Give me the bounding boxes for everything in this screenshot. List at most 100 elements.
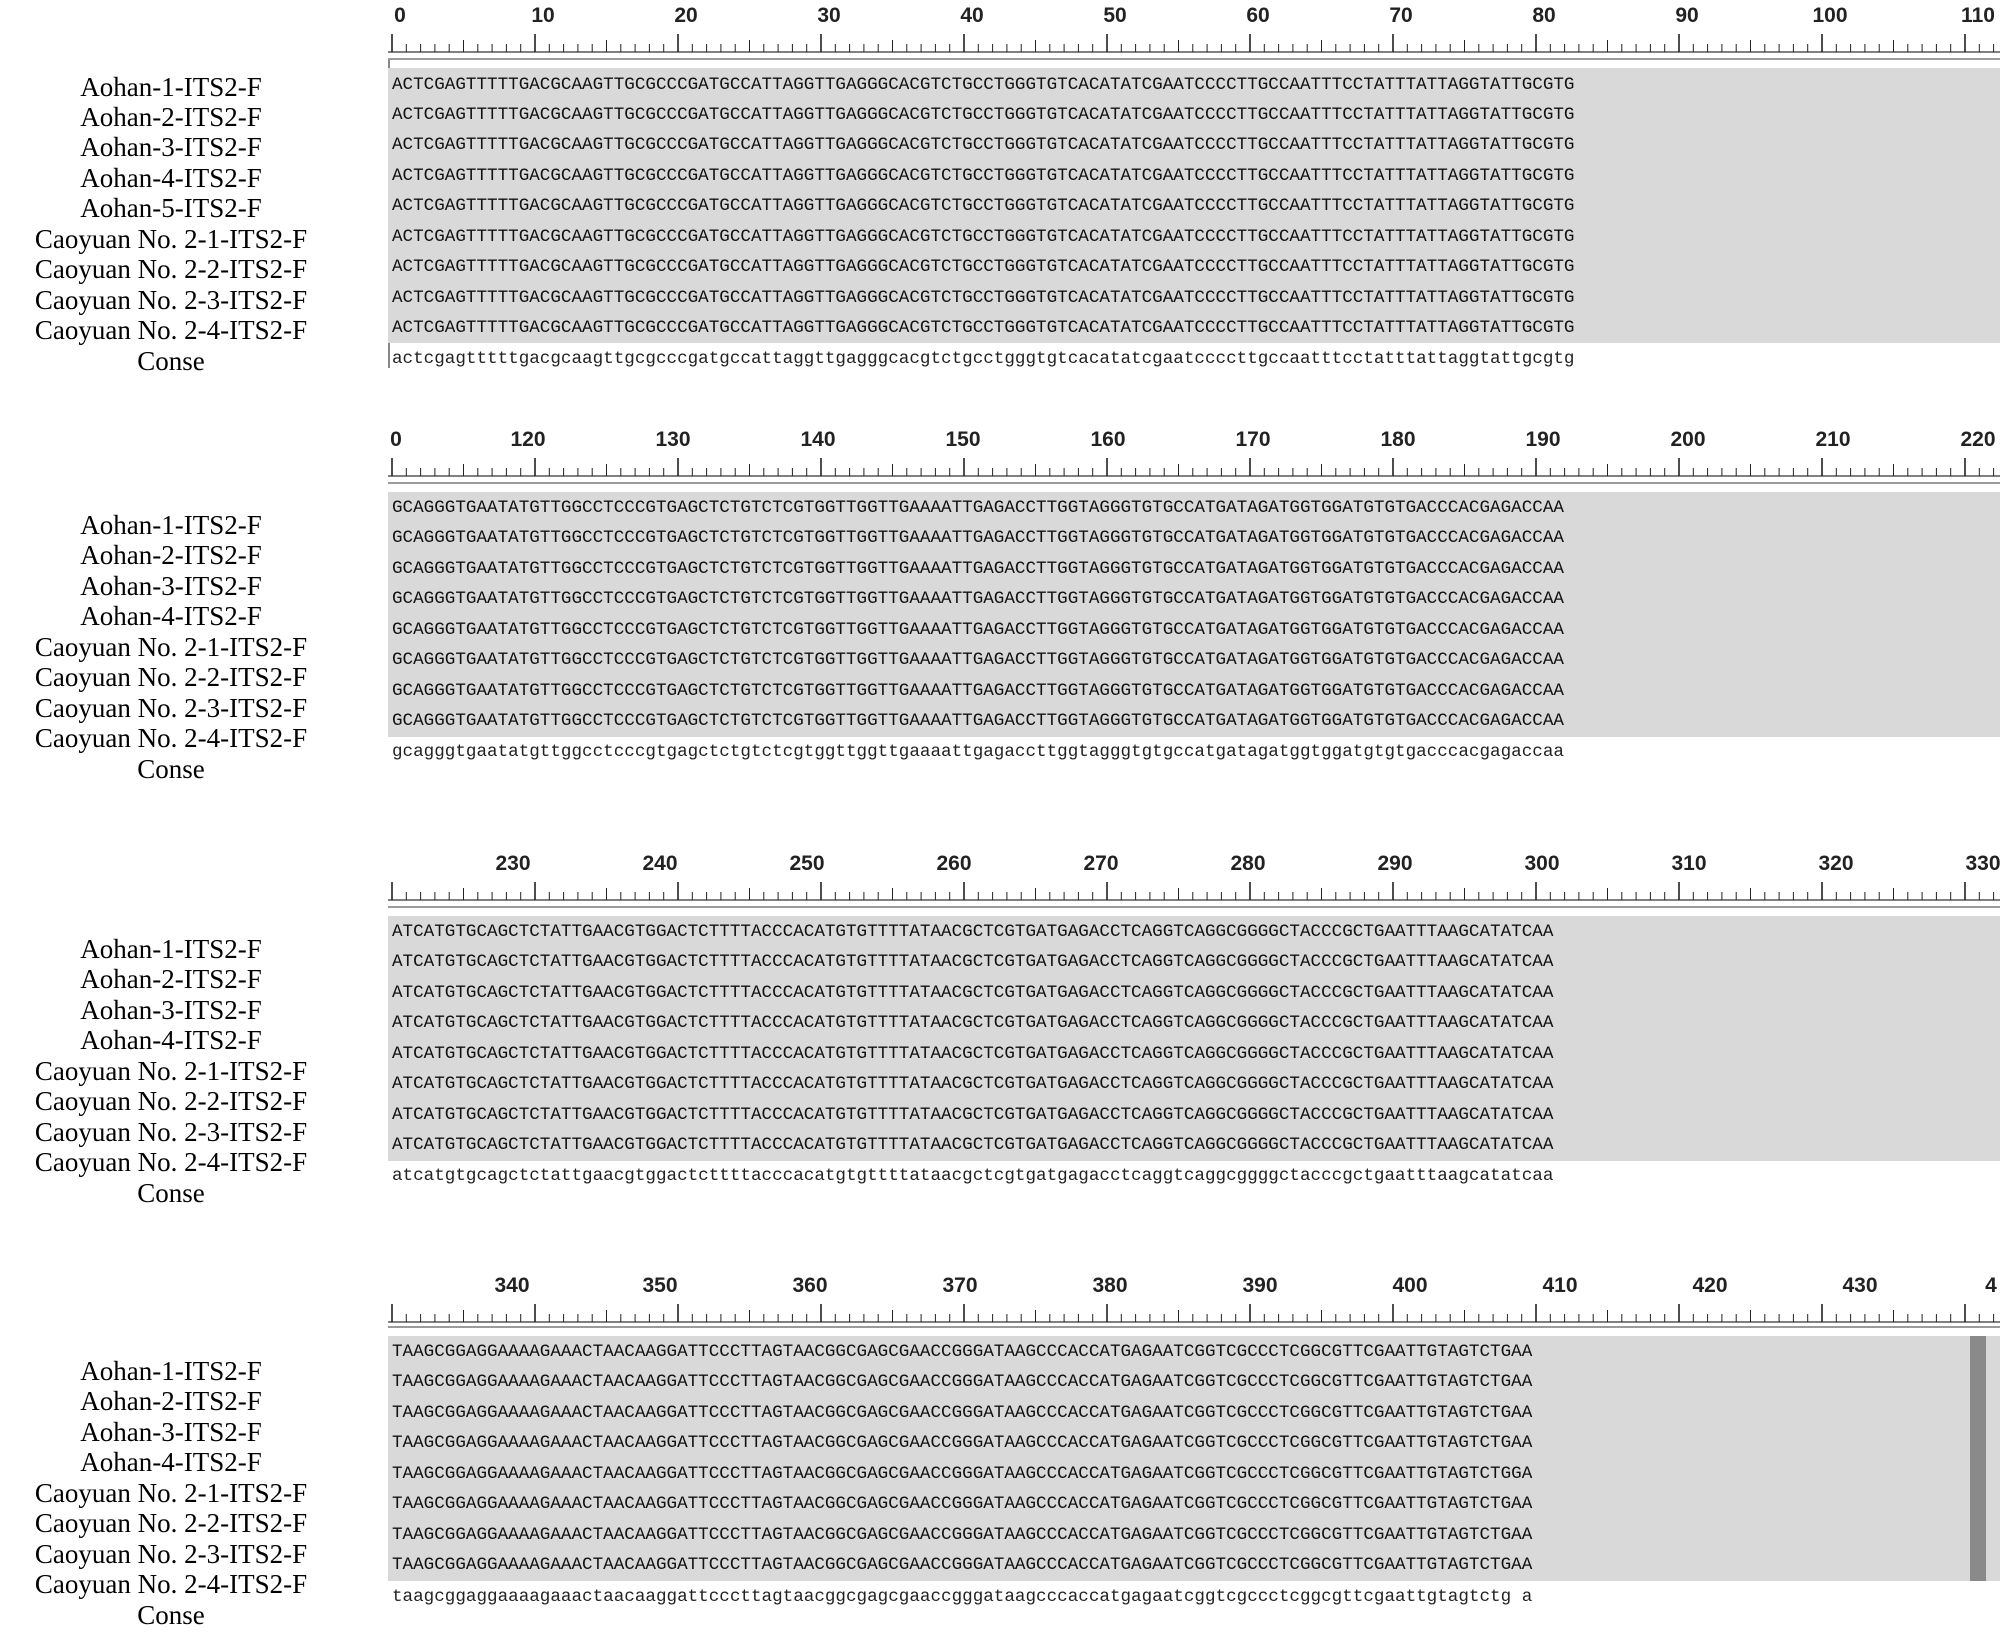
sequence-row[interactable]: ACTCGAGTTTTTGACGCAAGTTGCGCCCGATGCCATTAGG…	[392, 135, 1575, 155]
sequence-name[interactable]: Caoyuan No. 2-2-ITS2-F	[34, 1086, 308, 1116]
sequence-row[interactable]: GCAGGGTGAATATGTTGGCCTCCCGTGAGCTCTGTCTCGT…	[392, 620, 1564, 640]
tick-label: 150	[945, 428, 981, 451]
position-ruler: 340 350 360 370 380 390 400 410 420 430 …	[388, 1274, 2000, 1324]
sequence-row[interactable]: ATCATGTGCAGCTCTATTGAACGTGGACTCTTTTACCCAC…	[392, 1044, 1554, 1064]
sequence-name[interactable]: Caoyuan No. 2-2-ITS2-F	[34, 662, 308, 692]
sequence-name[interactable]: Conse	[137, 1178, 205, 1208]
sequence-name[interactable]: Conse	[137, 754, 205, 784]
sequence-name[interactable]: Caoyuan No. 2-2-ITS2-F	[34, 254, 308, 284]
tick-label: 170	[1235, 428, 1271, 451]
tick-label: 90	[1675, 4, 1699, 27]
sequence-row[interactable]: TAAGCGGAGGAAAAGAAACTAACAAGGATTCCCTTAGTAA…	[392, 1464, 1533, 1484]
tick-label: 50	[1103, 4, 1127, 27]
sequence-name[interactable]: Aohan-1-ITS2-F	[80, 934, 262, 964]
sequence-name[interactable]: Caoyuan No. 2-3-ITS2-F	[34, 1117, 308, 1147]
tick-label: 100	[1812, 4, 1848, 27]
sequence-row[interactable]: TAAGCGGAGGAAAAGAAACTAACAAGGATTCCCTTAGTAA…	[392, 1555, 1533, 1575]
tick-label: 10	[531, 4, 555, 27]
sequence-row[interactable]: GCAGGGTGAATATGTTGGCCTCCCGTGAGCTCTGTCTCGT…	[392, 681, 1564, 701]
sequence-row[interactable]: ATCATGTGCAGCTCTATTGAACGTGGACTCTTTTACCCAC…	[392, 983, 1554, 1003]
sequence-row[interactable]: ATCATGTGCAGCTCTATTGAACGTGGACTCTTTTACCCAC…	[392, 1135, 1554, 1155]
sequence-row[interactable]: GCAGGGTGAATATGTTGGCCTCCCGTGAGCTCTGTCTCGT…	[392, 498, 1564, 518]
position-ruler: 0 10 20 30 40 50 60 70 80 90 100 110	[388, 4, 2000, 54]
sequence-row[interactable]: ACTCGAGTTTTTGACGCAAGTTGCGCCCGATGCCATTAGG…	[392, 166, 1575, 186]
sequence-name[interactable]: Caoyuan No. 2-3-ITS2-F	[34, 693, 308, 723]
sequence-name[interactable]: Aohan-2-ITS2-F	[80, 102, 262, 132]
sequence-row[interactable]: GCAGGGTGAATATGTTGGCCTCCCGTGAGCTCTGTCTCGT…	[392, 650, 1564, 670]
tick-label: 320	[1818, 852, 1854, 875]
sequence-name[interactable]: Caoyuan No. 2-2-ITS2-F	[34, 1508, 308, 1538]
sequence-name[interactable]: Aohan-3-ITS2-F	[80, 132, 262, 162]
tick-label: 300	[1524, 852, 1560, 875]
sequence-row[interactable]: ATCATGTGCAGCTCTATTGAACGTGGACTCTTTTACCCAC…	[392, 1074, 1554, 1094]
sequence-name[interactable]: Aohan-4-ITS2-F	[80, 1447, 262, 1477]
sequence-row[interactable]: GCAGGGTGAATATGTTGGCCTCCCGTGAGCTCTGTCTCGT…	[392, 559, 1564, 579]
sequence-name[interactable]: Caoyuan No. 2-1-ITS2-F	[34, 1056, 308, 1086]
sequence-row[interactable]: ATCATGTGCAGCTCTATTGAACGTGGACTCTTTTACCCAC…	[392, 1013, 1554, 1033]
sequence-row[interactable]: TAAGCGGAGGAAAAGAAACTAACAAGGATTCCCTTAGTAA…	[392, 1494, 1533, 1514]
sequence-name[interactable]: Aohan-3-ITS2-F	[80, 995, 262, 1025]
sequence-name[interactable]: Aohan-5-ITS2-F	[80, 193, 262, 223]
sequence-row[interactable]: ACTCGAGTTTTTGACGCAAGTTGCGCCCGATGCCATTAGG…	[392, 318, 1575, 338]
sequence-row[interactable]: TAAGCGGAGGAAAAGAAACTAACAAGGATTCCCTTAGTAA…	[392, 1342, 1533, 1362]
sequence-name[interactable]: Aohan-4-ITS2-F	[80, 163, 262, 193]
sequence-row[interactable]: TAAGCGGAGGAAAAGAAACTAACAAGGATTCCCTTAGTAA…	[392, 1372, 1533, 1392]
sequence-row[interactable]: ACTCGAGTTTTTGACGCAAGTTGCGCCCGATGCCATTAGG…	[392, 288, 1575, 308]
sequence-row[interactable]: TAAGCGGAGGAAAAGAAACTAACAAGGATTCCCTTAGTAA…	[392, 1403, 1533, 1423]
sequence-row[interactable]: ACTCGAGTTTTTGACGCAAGTTGCGCCCGATGCCATTAGG…	[392, 75, 1575, 95]
sequence-name[interactable]: Caoyuan No. 2-1-ITS2-F	[34, 632, 308, 662]
sequence-row[interactable]: ACTCGAGTTTTTGACGCAAGTTGCGCCCGATGCCATTAGG…	[392, 105, 1575, 125]
consensus-row[interactable]: atcatgtgcagctctattgaacgtggactcttttacccac…	[392, 1166, 1554, 1186]
sequence-name[interactable]: Caoyuan No. 2-4-ITS2-F	[34, 1569, 308, 1599]
consensus-row[interactable]: gcagggtgaatatgttggcctcccgtgagctctgtctcgt…	[392, 742, 1564, 762]
tick-label: 210	[1815, 428, 1851, 451]
sequence-row[interactable]: ACTCGAGTTTTTGACGCAAGTTGCGCCCGATGCCATTAGG…	[392, 196, 1575, 216]
consensus-row[interactable]: taagcggaggaaaagaaactaacaaggattcccttagtaa…	[392, 1587, 1533, 1607]
sequence-name[interactable]: Aohan-2-ITS2-F	[80, 1386, 262, 1416]
tick-label: 200	[1670, 428, 1706, 451]
sequence-name[interactable]: Aohan-2-ITS2-F	[80, 964, 262, 994]
tick-label: 330	[1965, 852, 2000, 875]
tick-label: 270	[1083, 852, 1119, 875]
sequence-name[interactable]: Aohan-3-ITS2-F	[80, 1417, 262, 1447]
consensus-row[interactable]: actcgagtttttgacgcaagttgcgcccgatgccattagg…	[392, 349, 1575, 368]
sequence-row[interactable]: TAAGCGGAGGAAAAGAAACTAACAAGGATTCCCTTAGTAA…	[392, 1433, 1533, 1453]
sequence-name[interactable]: Caoyuan No. 2-3-ITS2-F	[34, 1539, 308, 1569]
sequence-row[interactable]: TAAGCGGAGGAAAAGAAACTAACAAGGATTCCCTTAGTAA…	[392, 1525, 1533, 1545]
tick-label: 0	[394, 4, 406, 27]
sequence-name[interactable]: Caoyuan No. 2-1-ITS2-F	[34, 1478, 308, 1508]
sequence-row[interactable]: GCAGGGTGAATATGTTGGCCTCCCGTGAGCTCTGTCTCGT…	[392, 528, 1564, 548]
sequence-name[interactable]: Aohan-4-ITS2-F	[80, 1025, 262, 1055]
sequence-name[interactable]: Aohan-4-ITS2-F	[80, 601, 262, 631]
sequence-row[interactable]: GCAGGGTGAATATGTTGGCCTCCCGTGAGCTCTGTCTCGT…	[392, 711, 1564, 731]
sequence-row[interactable]: ATCATGTGCAGCTCTATTGAACGTGGACTCTTTTACCCAC…	[392, 952, 1554, 972]
sequence-name[interactable]: Aohan-3-ITS2-F	[80, 571, 262, 601]
alignment-block-2: 0 120 130 140 150 160 170 180 190 200 21…	[0, 424, 2000, 794]
sequence-row[interactable]: ACTCGAGTTTTTGACGCAAGTTGCGCCCGATGCCATTAGG…	[392, 227, 1575, 247]
sequence-name[interactable]: Aohan-2-ITS2-F	[80, 540, 262, 570]
tick-label: 310	[1671, 852, 1707, 875]
tick-label: 120	[510, 428, 546, 451]
sequence-row[interactable]: ATCATGTGCAGCTCTATTGAACGTGGACTCTTTTACCCAC…	[392, 922, 1554, 942]
sequence-name[interactable]: Conse	[137, 1600, 205, 1630]
ruler-ticks	[388, 882, 2000, 901]
sequence-name[interactable]: Caoyuan No. 2-4-ITS2-F	[34, 315, 308, 345]
sequence-name[interactable]: Caoyuan No. 2-4-ITS2-F	[34, 723, 308, 753]
sequence-name[interactable]: Aohan-1-ITS2-F	[80, 510, 262, 540]
tick-label: 40	[960, 4, 984, 27]
tick-label: 250	[789, 852, 825, 875]
sequence-row[interactable]: GCAGGGTGAATATGTTGGCCTCCCGTGAGCTCTGTCTCGT…	[392, 589, 1564, 609]
sequence-row[interactable]: ACTCGAGTTTTTGACGCAAGTTGCGCCCGATGCCATTAGG…	[392, 257, 1575, 277]
sequence-row[interactable]: ATCATGTGCAGCTCTATTGAACGTGGACTCTTTTACCCAC…	[392, 1105, 1554, 1125]
tick-label: 240	[642, 852, 678, 875]
sequence-name[interactable]: Conse	[137, 346, 205, 376]
identical-shading	[388, 492, 2000, 737]
tick-label: 140	[800, 428, 836, 451]
sequence-name[interactable]: Caoyuan No. 2-1-ITS2-F	[34, 224, 308, 254]
sequence-name[interactable]: Caoyuan No. 2-4-ITS2-F	[34, 1147, 308, 1177]
header-rule	[388, 1326, 2000, 1328]
sequence-name[interactable]: Aohan-1-ITS2-F	[80, 1356, 262, 1386]
sequence-name[interactable]: Aohan-1-ITS2-F	[80, 72, 262, 102]
sequence-area: ACTCGAGTTTTTGACGCAAGTTGCGCCCGATGCCATTAGG…	[388, 58, 2000, 368]
sequence-name[interactable]: Caoyuan No. 2-3-ITS2-F	[34, 285, 308, 315]
